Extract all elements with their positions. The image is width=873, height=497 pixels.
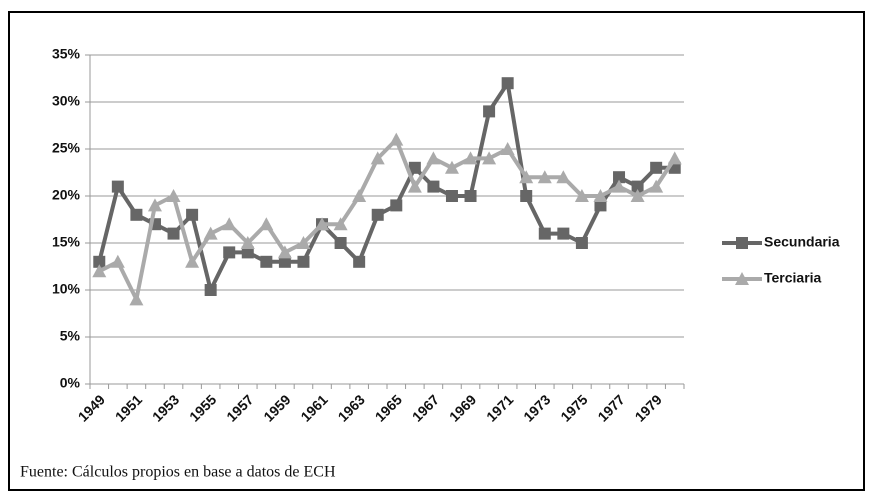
marker <box>463 151 478 165</box>
marker <box>93 255 106 268</box>
y-tick-label: 10% <box>52 281 81 297</box>
marker <box>129 292 144 306</box>
marker <box>167 227 180 240</box>
marker <box>260 255 273 268</box>
marker <box>500 142 515 155</box>
legend-label: Terciaria <box>764 270 822 286</box>
marker <box>594 199 607 212</box>
marker <box>371 208 384 221</box>
legend-label: Secundaria <box>764 234 840 250</box>
marker <box>130 208 143 221</box>
y-tick-label: 15% <box>52 234 81 250</box>
marker <box>537 170 552 184</box>
marker <box>203 226 218 240</box>
marker <box>186 208 199 221</box>
marker <box>353 255 366 268</box>
marker <box>241 246 254 259</box>
marker <box>389 132 404 146</box>
marker <box>444 160 459 174</box>
marker <box>630 189 645 202</box>
marker <box>501 77 514 90</box>
marker <box>315 217 330 231</box>
marker <box>427 180 440 193</box>
series-line <box>98 137 677 302</box>
marker <box>482 151 497 165</box>
marker <box>735 272 749 285</box>
marker <box>259 217 274 231</box>
marker <box>556 170 571 184</box>
marker <box>370 151 385 165</box>
marker <box>631 180 644 193</box>
marker <box>92 264 107 278</box>
marker <box>557 227 570 240</box>
marker <box>297 255 310 268</box>
marker <box>277 245 292 259</box>
marker <box>445 190 458 202</box>
marker <box>650 161 663 174</box>
y-tick-label: 30% <box>52 93 81 109</box>
marker <box>538 227 551 240</box>
marker <box>111 180 124 193</box>
marker <box>464 190 477 202</box>
marker <box>520 190 533 202</box>
marker <box>667 151 682 165</box>
marker <box>185 254 200 268</box>
marker <box>483 105 496 118</box>
marker <box>334 237 347 249</box>
y-tick-label: 25% <box>52 140 81 156</box>
y-tick-label: 35% <box>52 46 81 62</box>
marker <box>296 236 311 249</box>
marker <box>390 199 403 212</box>
marker <box>352 189 367 202</box>
marker <box>333 217 348 231</box>
marker <box>204 284 217 296</box>
y-tick-label: 5% <box>60 328 81 344</box>
marker <box>593 189 608 202</box>
y-tick-label: 0% <box>60 375 81 391</box>
marker <box>408 161 421 174</box>
marker <box>736 237 748 249</box>
marker <box>612 179 627 193</box>
marker <box>519 170 534 184</box>
marker <box>575 237 588 249</box>
marker <box>278 255 291 268</box>
source-note: Fuente: Cálculos propios en base a datos… <box>20 464 336 481</box>
marker <box>110 254 125 268</box>
y-tick-label: 20% <box>52 187 81 203</box>
marker <box>649 179 664 193</box>
marker <box>574 189 589 202</box>
frame <box>8 11 865 491</box>
marker <box>240 236 255 249</box>
marker <box>223 246 236 259</box>
marker <box>426 151 441 165</box>
marker <box>166 189 181 202</box>
marker <box>147 198 162 212</box>
marker <box>222 217 237 231</box>
marker <box>407 179 422 193</box>
marker <box>613 171 626 184</box>
